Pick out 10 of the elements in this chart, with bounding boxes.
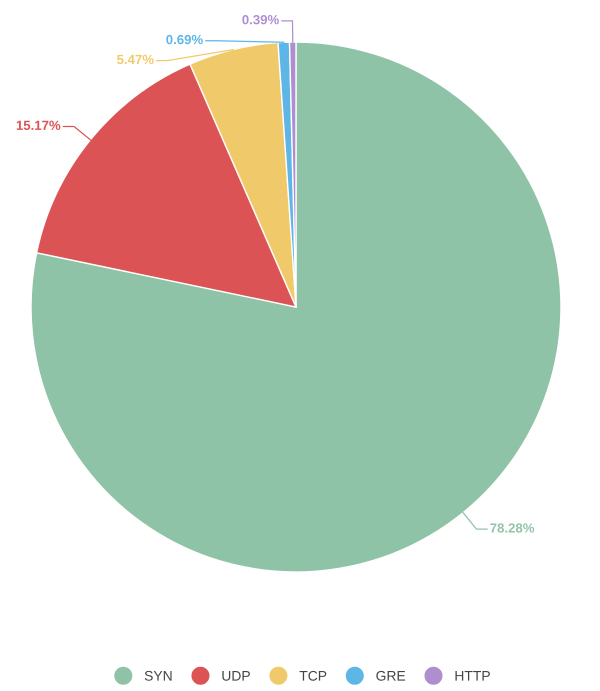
legend-label: UDP (222, 671, 250, 681)
legend-label: SYN (144, 670, 172, 681)
legend-label: TCP (300, 670, 326, 681)
data-label: 78.28% (490, 523, 534, 533)
data-label: 15.17% (16, 120, 60, 130)
legend-label: HTTP (455, 671, 490, 681)
data-label: 0.39% (242, 15, 279, 24)
data-label: 0.69% (166, 34, 203, 44)
legend-label: GRE (376, 670, 406, 681)
data-label: 5.47% (117, 54, 154, 64)
